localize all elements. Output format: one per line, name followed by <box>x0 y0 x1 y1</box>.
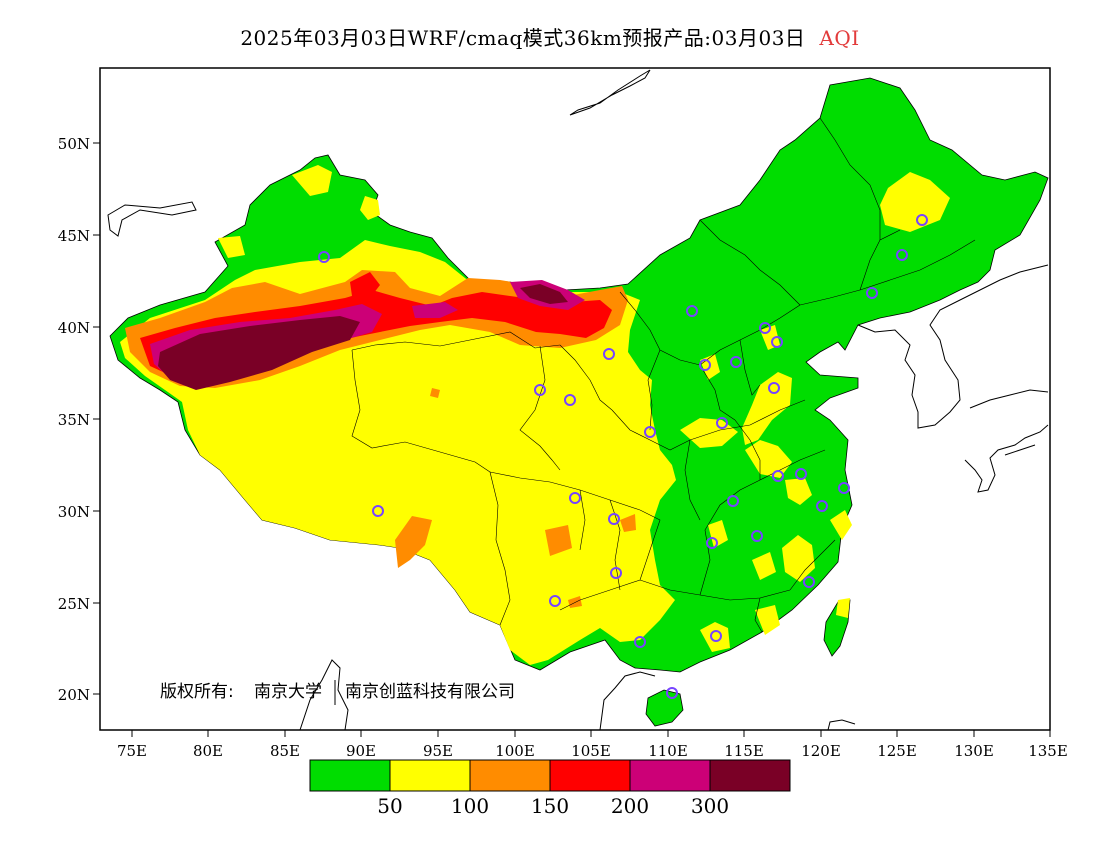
lon-tick-label: 75E <box>117 742 147 760</box>
station-marker <box>666 687 678 699</box>
station-marker <box>716 417 728 429</box>
station-marker <box>730 356 742 368</box>
station-marker <box>816 500 828 512</box>
legend-label: 50 <box>377 794 402 818</box>
station-marker <box>569 492 581 504</box>
lat-tick-label: 25N <box>58 595 90 613</box>
station-marker <box>549 595 561 607</box>
map-frame <box>99 67 1051 731</box>
lon-tick-label: 85E <box>270 742 300 760</box>
color-legend: 50 100 150 200 300 <box>309 759 791 818</box>
legend-swatch-above-300 <box>710 760 790 791</box>
station-marker <box>686 305 698 317</box>
legend-swatch-101-150 <box>470 760 550 791</box>
map-title: 2025年03月03日WRF/cmaq模式36km预报产品:03月03日 AQI <box>0 22 1100 51</box>
copyright-org2: 南京创蓝科技有限公司 <box>345 682 515 702</box>
station-marker <box>759 322 771 334</box>
lat-tick-label: 50N <box>58 135 90 153</box>
lat-tick-label: 30N <box>58 503 90 521</box>
latitude-axis: 50N 45N 40N 35N 30N 25N 20N <box>58 135 100 704</box>
station-marker <box>795 468 807 480</box>
station-marker <box>727 495 739 507</box>
station-marker <box>768 382 780 394</box>
station-marker <box>838 482 850 494</box>
copyright-prefix: 版权所有: <box>160 682 234 702</box>
legend-label: 300 <box>691 794 729 818</box>
station-marker <box>866 287 878 299</box>
lon-tick-label: 135E <box>1028 742 1068 760</box>
lon-tick-label: 130E <box>954 742 994 760</box>
legend-label: 200 <box>611 794 649 818</box>
lat-tick-label: 45N <box>58 227 90 245</box>
station-marker <box>634 636 646 648</box>
station-marker <box>916 214 928 226</box>
station-marker <box>603 348 615 360</box>
lon-tick-label: 105E <box>571 742 611 760</box>
station-marker <box>372 505 384 517</box>
legend-label: 150 <box>531 794 569 818</box>
copyright-org1: 南京大学 <box>254 682 322 702</box>
lat-tick-label: 20N <box>58 686 90 704</box>
foreign-coastlines <box>107 69 1049 730</box>
station-marker <box>710 630 722 642</box>
station-marker <box>706 537 718 549</box>
station-marker <box>751 530 763 542</box>
lon-tick-label: 95E <box>423 742 453 760</box>
station-marker <box>896 249 908 261</box>
station-marker <box>608 513 620 525</box>
station-marker <box>610 567 622 579</box>
lon-tick-label: 115E <box>724 742 764 760</box>
lon-tick-label: 120E <box>801 742 841 760</box>
lon-tick-label: 90E <box>346 742 376 760</box>
station-marker <box>534 384 546 396</box>
lon-tick-label: 110E <box>648 742 688 760</box>
lat-tick-label: 40N <box>58 319 90 337</box>
title-variable: AQI <box>819 26 860 50</box>
station-marker <box>699 359 711 371</box>
monitoring-stations <box>318 214 928 699</box>
station-marker <box>772 470 784 482</box>
station-marker <box>803 576 815 588</box>
title-main: 2025年03月03日WRF/cmaq模式36km预报产品:03月03日 <box>240 26 806 50</box>
legend-swatch-0-50 <box>310 760 390 791</box>
legend-label: 100 <box>451 794 489 818</box>
station-marker <box>318 251 330 263</box>
station-marker <box>564 394 576 406</box>
lon-tick-label: 125E <box>877 742 917 760</box>
longitude-axis: 75E 80E 85E 90E 95E 100E 105E 110E 115E … <box>117 730 1068 760</box>
lat-tick-label: 35N <box>58 411 90 429</box>
legend-swatch-201-300 <box>630 760 710 791</box>
lon-tick-label: 100E <box>495 742 535 760</box>
aqi-band-above-300 <box>158 284 568 390</box>
lon-tick-label: 80E <box>193 742 223 760</box>
station-marker <box>644 426 656 438</box>
map-content: 版权所有: 南京大学 南京创蓝科技有限公司 <box>107 69 1049 730</box>
legend-swatch-51-100 <box>390 760 470 791</box>
station-marker <box>771 336 783 348</box>
legend-swatch-151-200 <box>550 760 630 791</box>
